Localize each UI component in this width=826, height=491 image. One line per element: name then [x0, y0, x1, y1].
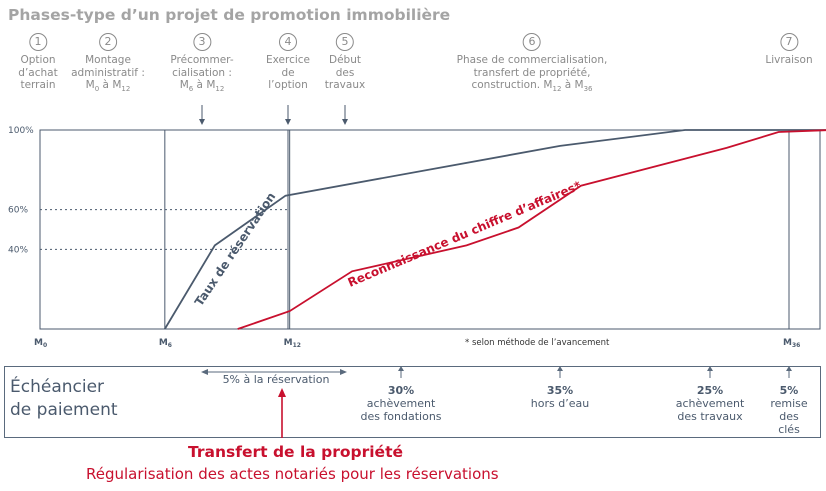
- payment-milestone: hors d’eau: [530, 397, 590, 410]
- phase-number-badge: 3: [193, 33, 211, 51]
- phase-5: 5 Début des travaux: [325, 33, 365, 92]
- phase-4: 4 Exercice de l’option: [266, 33, 310, 92]
- phase-label-line: M6 à M12: [179, 79, 225, 94]
- phase-label-line: Exercice: [266, 54, 310, 66]
- phase-chart: 100% 60% 40% M0 M6 M12 M36 * selon méthode de l…: [8, 105, 826, 349]
- payment-percentage: 5%: [779, 384, 799, 397]
- payment-30pct: 30% achèvement des fondations: [360, 384, 441, 423]
- payment-percentage: 35%: [546, 384, 574, 397]
- payment-milestone: achèvement des fondations: [360, 397, 442, 423]
- phase-label-line: Phase de commercialisation,: [456, 54, 608, 66]
- phase-label-line: Début: [329, 54, 361, 66]
- transfer-subtitle: Régularisation des actes notariés pour l…: [86, 465, 499, 483]
- x-tick-m0: M0: [34, 338, 47, 349]
- payment-milestone: achèvement des travaux: [675, 397, 745, 423]
- method-note: * selon méthode de l’avancement: [465, 337, 610, 348]
- phase-label-line: transfert de propriété,: [473, 66, 591, 79]
- phase-2: 2 Montage administratif : M0 à M12: [71, 33, 145, 96]
- phase-label-line: d’achat: [18, 66, 58, 79]
- phase-7: 7 Livraison: [765, 33, 813, 67]
- phase-label-line: Option: [20, 54, 56, 66]
- payment-milestone: remise des clés: [770, 397, 808, 436]
- phase-label-line: Montage: [85, 54, 131, 66]
- reservation-rate-line: [164, 129, 826, 330]
- phase-label-line: cialisation :: [172, 66, 232, 79]
- x-tick-m6: M6: [159, 338, 172, 349]
- revenue-recognition-label: Reconnaissance du chiffre d’affaires*: [346, 178, 584, 290]
- guide-lines: [40, 129, 820, 250]
- payment-percentage: 30%: [387, 384, 415, 397]
- transfer-arrow: [278, 388, 286, 438]
- x-tick-m12: M12: [284, 338, 301, 349]
- phase-label-line: Livraison: [765, 54, 813, 66]
- schedule-title: Échéancier de paiement: [10, 377, 118, 420]
- phase-number-badge: 6: [522, 33, 541, 51]
- payment-schedule-box: [4, 366, 821, 438]
- transfer-title: Transfert de la propriété: [188, 443, 403, 461]
- reservation-payment-label: 5% à la réservation: [222, 373, 330, 386]
- phase-number-badge: 5: [335, 33, 354, 51]
- phase-vertical-lines: [164, 130, 790, 329]
- plot-frame: [39, 129, 821, 330]
- payment-25pct: 25% achèvement des travaux: [676, 384, 745, 423]
- phase-label-line: Précommer-: [170, 54, 234, 66]
- phase-arrows: [199, 105, 348, 125]
- payment-tick-arrows: [398, 366, 792, 378]
- phase-number-badge: 2: [98, 33, 117, 51]
- phase-number-badge: 4: [279, 33, 297, 51]
- phase-label-line: des: [335, 66, 355, 79]
- chart-title: Phases-type d’un projet de promotion imm…: [8, 6, 451, 24]
- y-tick-40: 40%: [8, 245, 28, 255]
- phase-label-line: de: [281, 66, 295, 79]
- phase-label-line: construction. M12 à M36: [471, 79, 593, 94]
- payment-5pct: 5% remise des clés: [770, 384, 807, 436]
- phase-number-badge: 7: [779, 33, 798, 51]
- x-tick-m36: M36: [783, 338, 800, 349]
- payment-35pct: 35% hors d’eau: [531, 384, 589, 410]
- phase-1: 1 Option d’achat terrain: [18, 33, 58, 92]
- revenue-recognition-line: [237, 129, 826, 330]
- y-tick-100: 100%: [8, 126, 34, 136]
- schedule-arrows: [201, 366, 792, 438]
- phase-label-line: travaux: [324, 79, 366, 91]
- reservation-range-arrow: [201, 369, 347, 375]
- phase-label-line: terrain: [20, 79, 56, 91]
- phase-number-badge: 1: [28, 33, 47, 51]
- y-tick-60: 60%: [8, 206, 28, 216]
- phase-6: 6 Phase de commercialisation, transfert de…: [456, 33, 608, 96]
- payment-percentage: 25%: [696, 384, 724, 397]
- phase-label-line: administratif :: [71, 66, 145, 79]
- phase-label-line: l’option: [268, 79, 308, 91]
- phase-label-line: M0 à M12: [85, 79, 131, 94]
- phase-3: 3 Précommer-cialisation : M6 à M12: [170, 33, 234, 96]
